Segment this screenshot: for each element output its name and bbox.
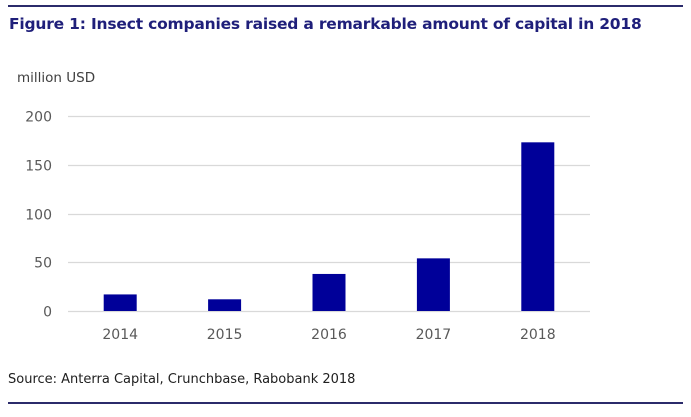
bars — [103, 142, 555, 311]
source-note: Source: Anterra Capital, Crunchbase, Rab… — [8, 372, 356, 387]
bar-2015 — [208, 299, 242, 311]
bottom-rule — [8, 402, 683, 404]
bar-2014 — [103, 294, 137, 311]
bar-2018 — [521, 142, 555, 311]
x-axis-ticks: 2014 2015 2016 2017 2018 — [102, 327, 555, 343]
y-tick-label: 200 — [25, 110, 52, 126]
x-tick-label: 2016 — [311, 327, 347, 343]
bar-2016 — [312, 273, 346, 311]
bar-2017 — [416, 258, 450, 311]
x-tick-label: 2015 — [207, 327, 243, 343]
y-tick-label: 0 — [43, 305, 52, 321]
x-tick-label: 2017 — [416, 327, 452, 343]
gridlines — [68, 115, 590, 313]
y-axis-unit-label: million USD — [17, 70, 96, 86]
y-tick-label: 100 — [25, 208, 52, 224]
y-tick-label: 50 — [34, 256, 52, 272]
x-tick-label: 2014 — [102, 327, 138, 343]
figure-title: Figure 1: Insect companies raised a rema… — [9, 15, 642, 33]
y-axis-ticks: 0 50 100 150 200 — [25, 110, 52, 321]
y-tick-label: 150 — [25, 159, 52, 175]
x-tick-label: 2018 — [520, 327, 556, 343]
top-rule — [8, 5, 683, 7]
